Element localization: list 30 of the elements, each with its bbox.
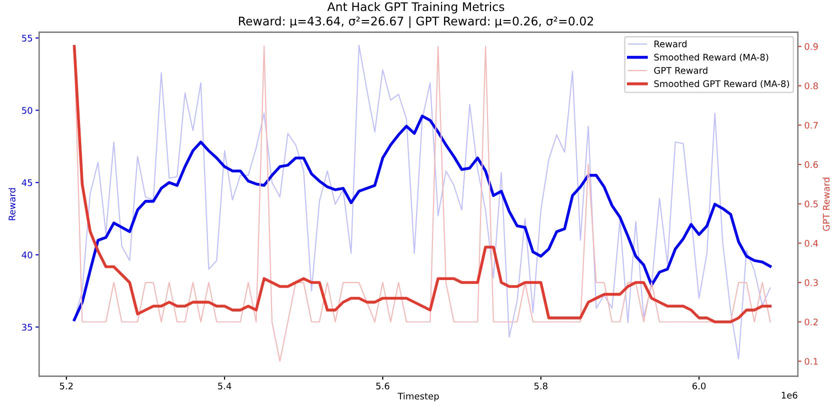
y2-tick-label: 0.1 xyxy=(804,358,818,365)
y2-tick-label: 0.2 xyxy=(804,318,818,326)
y-tick-label: 45 xyxy=(22,179,32,186)
y2-tick-label: 0.6 xyxy=(804,161,818,168)
legend-label: Reward xyxy=(654,40,686,48)
x-tick-label: 6.0 xyxy=(692,382,706,390)
legend-label: Smoothed Reward (MA-8) xyxy=(654,54,768,62)
x-tick-label: 5.8 xyxy=(534,382,548,390)
x-tick-label: 5.4 xyxy=(218,382,232,390)
y2-tick-label: 0.7 xyxy=(804,122,818,129)
x-axis-title: Timestep xyxy=(398,392,439,402)
y-tick-label: 40 xyxy=(22,252,32,258)
chart-title: Ant Hack GPT Training Metrics xyxy=(327,2,504,14)
y-axis-title: Reward xyxy=(8,188,16,220)
x-tick-label: 5.2 xyxy=(60,382,73,390)
y2-tick-label: 0.8 xyxy=(804,82,818,90)
y-tick-label: 50 xyxy=(22,107,32,114)
y2-axis-title: GPT Reward xyxy=(822,178,830,231)
y2-tick-label: 0.4 xyxy=(804,240,818,247)
line-series xyxy=(72,114,772,322)
y2-tick-label: 0.3 xyxy=(804,279,818,286)
y2-tick-label: 0.9 xyxy=(804,43,818,50)
y2-tick-label: 0.5 xyxy=(804,200,818,208)
y-tick-label: 55 xyxy=(22,34,32,42)
legend-label: GPT Reward xyxy=(654,66,708,74)
text: 1e6 xyxy=(782,392,798,399)
y-tick-label: 35 xyxy=(22,324,32,331)
chart-subtitle: Reward: μ=43.64, σ²=26.67 | GPT Reward: μ=0.26, σ²=0.02 xyxy=(239,16,593,28)
x-tick-label: 5.6 xyxy=(376,382,390,390)
legend-label: Smoothed GPT Reward (MA-8) xyxy=(654,80,789,88)
